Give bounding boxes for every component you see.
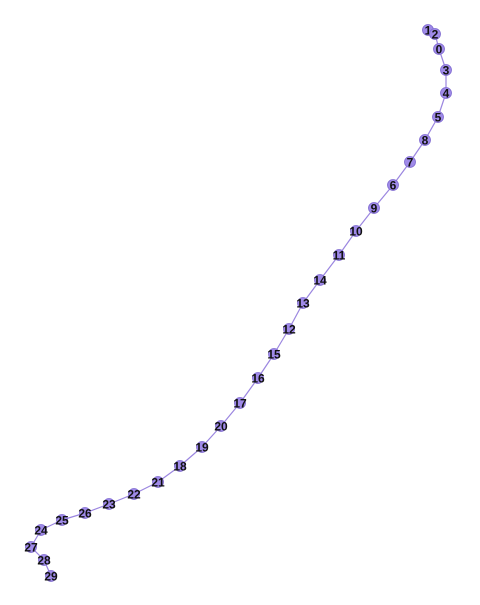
node-label-28: 28 [37, 554, 51, 568]
node-circle-29 [45, 570, 57, 582]
node-circle-9 [368, 202, 380, 214]
node-label-2: 2 [432, 28, 439, 42]
node-label-5: 5 [435, 111, 442, 125]
node-circle-10 [350, 225, 362, 237]
node-14: 14 [313, 274, 327, 288]
node-circle-14 [314, 274, 326, 286]
node-5: 5 [432, 111, 444, 125]
node-label-26: 26 [78, 507, 92, 521]
node-25: 25 [55, 514, 69, 528]
node-circle-21 [152, 476, 164, 488]
node-label-22: 22 [127, 488, 141, 502]
node-circle-15 [268, 348, 280, 360]
node-13: 13 [296, 297, 310, 311]
node-circle-24 [35, 524, 47, 536]
node-label-23: 23 [102, 498, 116, 512]
node-circle-18 [174, 460, 186, 472]
node-16: 16 [251, 372, 265, 386]
node-label-10: 10 [349, 225, 363, 239]
node-circle-11 [333, 249, 345, 261]
node-label-16: 16 [251, 372, 265, 386]
node-circle-8 [419, 134, 431, 146]
node-label-11: 11 [333, 249, 346, 263]
node-label-14: 14 [313, 274, 327, 288]
node-circle-20 [215, 420, 227, 432]
node-label-9: 9 [371, 202, 378, 216]
node-circle-25 [56, 514, 68, 526]
node-label-19: 19 [195, 441, 209, 455]
node-circle-17 [234, 397, 246, 409]
node-label-17: 17 [233, 397, 247, 411]
node-label-29: 29 [44, 570, 58, 584]
node-12: 12 [282, 323, 296, 337]
node-22: 22 [127, 488, 141, 502]
node-24: 24 [34, 524, 48, 538]
node-circle-23 [103, 498, 115, 510]
node-17: 17 [233, 397, 247, 411]
node-label-18: 18 [173, 460, 187, 474]
node-9: 9 [368, 202, 380, 216]
node-label-15: 15 [267, 348, 281, 362]
node-label-13: 13 [296, 297, 310, 311]
node-circle-28 [38, 554, 50, 566]
node-10: 10 [349, 225, 363, 239]
node-label-24: 24 [34, 524, 48, 538]
node-label-27: 27 [24, 541, 38, 555]
node-label-25: 25 [55, 514, 69, 528]
node-8: 8 [419, 134, 431, 148]
node-circle-12 [283, 323, 295, 335]
node-circle-16 [252, 372, 264, 384]
node-21: 21 [151, 476, 165, 490]
node-28: 28 [37, 554, 51, 568]
node-circle-13 [297, 297, 309, 309]
node-label-12: 12 [282, 323, 296, 337]
node-circle-7 [404, 156, 416, 168]
node-19: 19 [195, 441, 209, 455]
node-7: 7 [404, 156, 416, 170]
node-label-3: 3 [443, 64, 450, 78]
node-0: 0 [433, 43, 445, 57]
node-circle-22 [128, 488, 140, 500]
node-circle-5 [432, 111, 444, 123]
node-2: 2 [429, 28, 441, 42]
node-label-1: 1 [425, 24, 432, 38]
node-6: 6 [387, 179, 399, 193]
node-circle-0 [433, 43, 445, 55]
node-circle-4 [440, 87, 452, 99]
node-23: 23 [102, 498, 116, 512]
nodes-layer: 01 23456789101112131415161718192021222324… [24, 24, 452, 584]
node-circle-26 [79, 507, 91, 519]
node-circle-2 [429, 28, 441, 40]
node-26: 26 [78, 507, 92, 521]
node-label-21: 21 [151, 476, 165, 490]
node-label-20: 20 [214, 420, 228, 434]
node-label-7: 7 [407, 156, 414, 170]
node-label-4: 4 [443, 87, 450, 101]
node-label-6: 6 [390, 179, 397, 193]
node-15: 15 [267, 348, 281, 362]
node-circle-6 [387, 179, 399, 191]
node-20: 20 [214, 420, 228, 434]
node-circle-27 [25, 541, 37, 553]
node-4: 4 [440, 87, 452, 101]
node-27: 27 [24, 541, 38, 555]
node-label-8: 8 [422, 134, 429, 148]
node-label-0: 0 [436, 43, 443, 57]
node-18: 18 [173, 460, 187, 474]
node-circle-3 [440, 64, 452, 76]
node-29: 29 [44, 570, 58, 584]
node-3: 3 [440, 64, 452, 78]
node-11: 11 [333, 249, 346, 263]
node-circle-19 [196, 441, 208, 453]
edges-layer [30, 29, 447, 577]
